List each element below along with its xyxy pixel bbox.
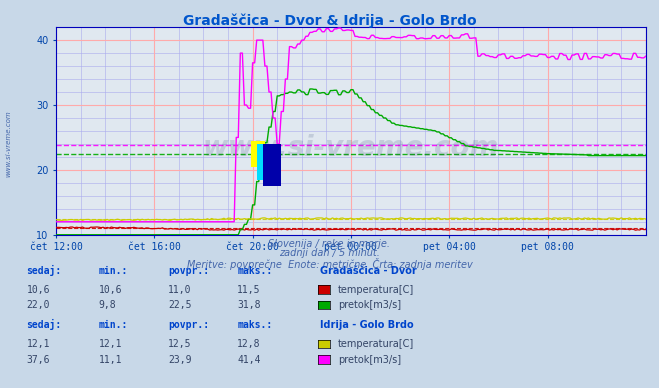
Text: 10,6: 10,6 <box>26 285 50 295</box>
Text: Idrija - Golo Brdo: Idrija - Golo Brdo <box>320 320 413 330</box>
Text: 37,6: 37,6 <box>26 355 50 365</box>
Text: sedaj:: sedaj: <box>26 265 61 275</box>
Text: 10,6: 10,6 <box>99 285 123 295</box>
Bar <box>257 144 273 180</box>
Text: 22,5: 22,5 <box>168 300 192 310</box>
Text: 22,0: 22,0 <box>26 300 50 310</box>
Text: 11,1: 11,1 <box>99 355 123 365</box>
Text: 31,8: 31,8 <box>237 300 261 310</box>
Text: temperatura[C]: temperatura[C] <box>338 285 415 295</box>
Text: 23,9: 23,9 <box>168 355 192 365</box>
Text: zadnji dan / 5 minut.: zadnji dan / 5 minut. <box>279 248 380 258</box>
Text: maks.:: maks.: <box>237 320 272 330</box>
Text: 12,1: 12,1 <box>99 339 123 349</box>
Text: 11,5: 11,5 <box>237 285 261 295</box>
Text: 12,8: 12,8 <box>237 339 261 349</box>
Text: 9,8: 9,8 <box>99 300 117 310</box>
Text: 12,5: 12,5 <box>168 339 192 349</box>
Text: povpr.:: povpr.: <box>168 320 209 330</box>
Text: pretok[m3/s]: pretok[m3/s] <box>338 355 401 365</box>
Text: Gradaščica - Dvor & Idrija - Golo Brdo: Gradaščica - Dvor & Idrija - Golo Brdo <box>183 14 476 28</box>
Text: Gradaščica - Dvor: Gradaščica - Dvor <box>320 265 416 275</box>
Text: min.:: min.: <box>99 320 129 330</box>
Bar <box>263 144 281 186</box>
Bar <box>250 141 265 166</box>
Text: povpr.:: povpr.: <box>168 265 209 275</box>
Text: Meritve: povprečne  Enote: metrične  Črta: zadnja meritev: Meritve: povprečne Enote: metrične Črta:… <box>186 258 473 270</box>
Text: www.si-vreme.com: www.si-vreme.com <box>203 133 499 161</box>
Text: maks.:: maks.: <box>237 265 272 275</box>
Text: Slovenija / reke in morje.: Slovenija / reke in morje. <box>268 239 391 249</box>
Text: 41,4: 41,4 <box>237 355 261 365</box>
Text: pretok[m3/s]: pretok[m3/s] <box>338 300 401 310</box>
Text: temperatura[C]: temperatura[C] <box>338 339 415 349</box>
Text: 12,1: 12,1 <box>26 339 50 349</box>
Text: min.:: min.: <box>99 265 129 275</box>
Text: 11,0: 11,0 <box>168 285 192 295</box>
Text: www.si-vreme.com: www.si-vreme.com <box>5 110 11 177</box>
Text: sedaj:: sedaj: <box>26 319 61 330</box>
